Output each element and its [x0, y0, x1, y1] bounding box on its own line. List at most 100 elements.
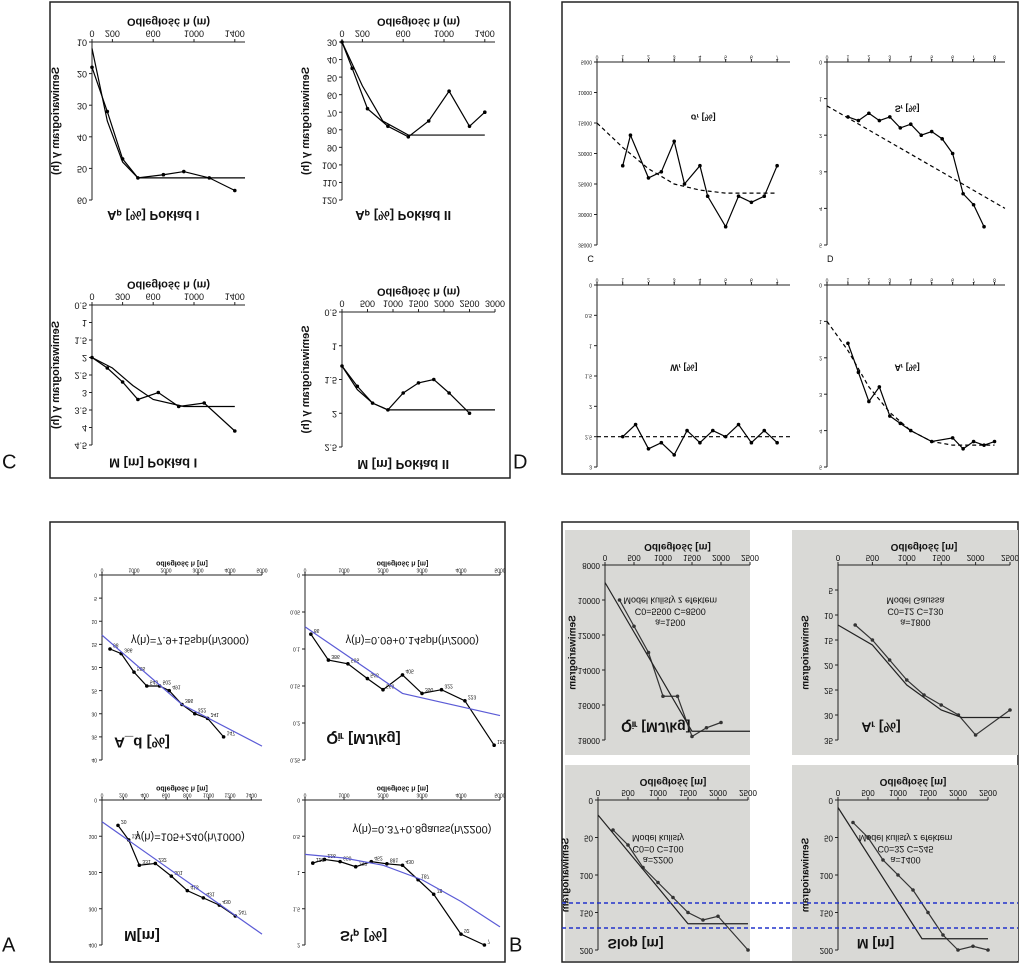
- data-point: [705, 194, 710, 198]
- point-label: 187: [421, 872, 430, 878]
- x-tick-label: 1500: [683, 553, 701, 562]
- series-line: [101, 634, 263, 747]
- x-tick-label: 800: [183, 792, 192, 798]
- annotation: γ(h)=0.09+0.14sph(h/2000): [346, 634, 479, 646]
- y-tick-label: 15000: [578, 120, 592, 126]
- y-tick-label: 50: [327, 73, 337, 83]
- y-tick-label: 0.25: [290, 757, 300, 763]
- data-point: [961, 191, 965, 196]
- x-axis-label: Odległość h (m): [377, 15, 460, 27]
- x-tick-label: 2500: [1001, 553, 1019, 562]
- y-tick-label: 1.5: [74, 336, 87, 346]
- x-tick-label: 5000: [494, 567, 505, 573]
- data-point: [961, 446, 965, 451]
- x-tick-label: 1400: [225, 29, 245, 39]
- y-tick-label: 70: [327, 108, 337, 118]
- data-point: [905, 678, 909, 682]
- data-point: [381, 687, 385, 692]
- y-tick-label: 200: [580, 946, 594, 955]
- x-tick-label: 1400: [475, 29, 495, 39]
- series-line: [596, 122, 778, 194]
- chart-title: Aₚ [%] Pokład I: [107, 208, 199, 223]
- x-tick-label: 2000: [160, 567, 171, 573]
- x-tick-label: 8: [993, 277, 996, 283]
- chart-title: A_d [%]: [114, 734, 170, 751]
- y-tick-label: 12000: [578, 631, 601, 640]
- x-tick-label: 2500: [741, 553, 759, 562]
- x-tick-label: 1: [621, 54, 624, 60]
- x-tick-label: 1000: [654, 553, 672, 562]
- x-tick-label: 6: [750, 54, 753, 60]
- x-tick-label: 4: [909, 54, 912, 60]
- y-tick-label: 10000: [578, 596, 601, 605]
- x-tick-label: 600: [146, 29, 161, 39]
- data-point: [420, 691, 424, 696]
- data-point: [922, 693, 926, 697]
- y-tick-label: 1: [589, 342, 592, 348]
- data-point: [309, 632, 313, 636]
- data-point: [311, 861, 315, 865]
- data-point: [719, 720, 723, 725]
- x-tick-label: 3: [888, 54, 891, 60]
- x-tick-label: 7: [972, 277, 975, 283]
- series-line: [101, 821, 263, 935]
- y-tick-label: 2: [332, 409, 337, 419]
- point-label: 223: [468, 693, 477, 699]
- point-label: 543: [150, 679, 159, 685]
- data-point: [939, 703, 943, 707]
- data-point: [698, 440, 702, 445]
- x-tick-label: 3000: [416, 567, 427, 573]
- data-point: [202, 401, 206, 405]
- point-label: 322: [445, 682, 454, 688]
- data-point: [851, 820, 855, 825]
- data-point: [120, 380, 125, 384]
- point-label: 565: [137, 665, 146, 671]
- data-point: [723, 224, 728, 229]
- annotation: a=2200: [643, 855, 673, 865]
- point-label: 390: [425, 686, 434, 692]
- data-point: [617, 598, 622, 602]
- data-point: [447, 391, 451, 395]
- x-tick-label: 1000: [434, 29, 454, 39]
- x-tick-label: 1: [621, 277, 624, 283]
- y-tick-label: 18000: [578, 736, 601, 745]
- data-point: [686, 910, 690, 915]
- y-axis-label: Semiwariogram: [561, 838, 572, 913]
- data-point: [775, 163, 779, 168]
- y-tick-label: 2: [589, 403, 592, 409]
- point-label: 20: [121, 818, 127, 824]
- x-tick-label: 3000: [485, 299, 505, 309]
- x-tick-label: 3000: [192, 567, 203, 573]
- chart: 0 300 600 1000 1400 0.5 1 1.5 2 2.5 3 3.5 4 4.5 Odległ…: [50, 278, 245, 470]
- data-point: [950, 151, 955, 156]
- y-tick-label: 5: [829, 586, 834, 595]
- y-tick-label: 30: [77, 101, 87, 111]
- y-tick-label: 8000: [582, 561, 600, 570]
- y-tick-label: 150: [580, 908, 594, 917]
- data-point: [611, 828, 615, 832]
- annotation: Model kulisty z efektem: [623, 596, 717, 606]
- data-point: [431, 892, 436, 897]
- data-point: [926, 910, 930, 915]
- point-label: 386: [185, 697, 194, 703]
- x-axis-label: odległość h [m]: [377, 785, 429, 792]
- data-point: [137, 863, 142, 868]
- x-tick-label: 0: [101, 567, 104, 573]
- data-point: [929, 129, 934, 134]
- chart-title: Sᵗₚ [%]: [340, 927, 387, 944]
- y-tick-label: 300: [89, 905, 98, 911]
- data-point: [675, 694, 680, 699]
- annotation: Model kulisty: [632, 833, 685, 843]
- x-tick-label: 8: [993, 54, 996, 60]
- y-tick-label: 20: [824, 661, 833, 670]
- y-tick-label: 25000: [578, 181, 592, 187]
- data-point: [898, 126, 903, 130]
- y-tick-label: 35: [824, 736, 833, 745]
- chart: 0 1000 2000 3000 4000 5000 0 5 10 15 20 25 30 35 40 odl…: [91, 560, 267, 763]
- point-label: 247: [238, 909, 247, 915]
- x-tick-label: 1: [847, 54, 850, 60]
- y-tick-label: 50: [824, 833, 833, 842]
- data-point: [132, 670, 136, 674]
- annotation: a=1800: [900, 618, 930, 628]
- point-label: 92: [464, 927, 470, 933]
